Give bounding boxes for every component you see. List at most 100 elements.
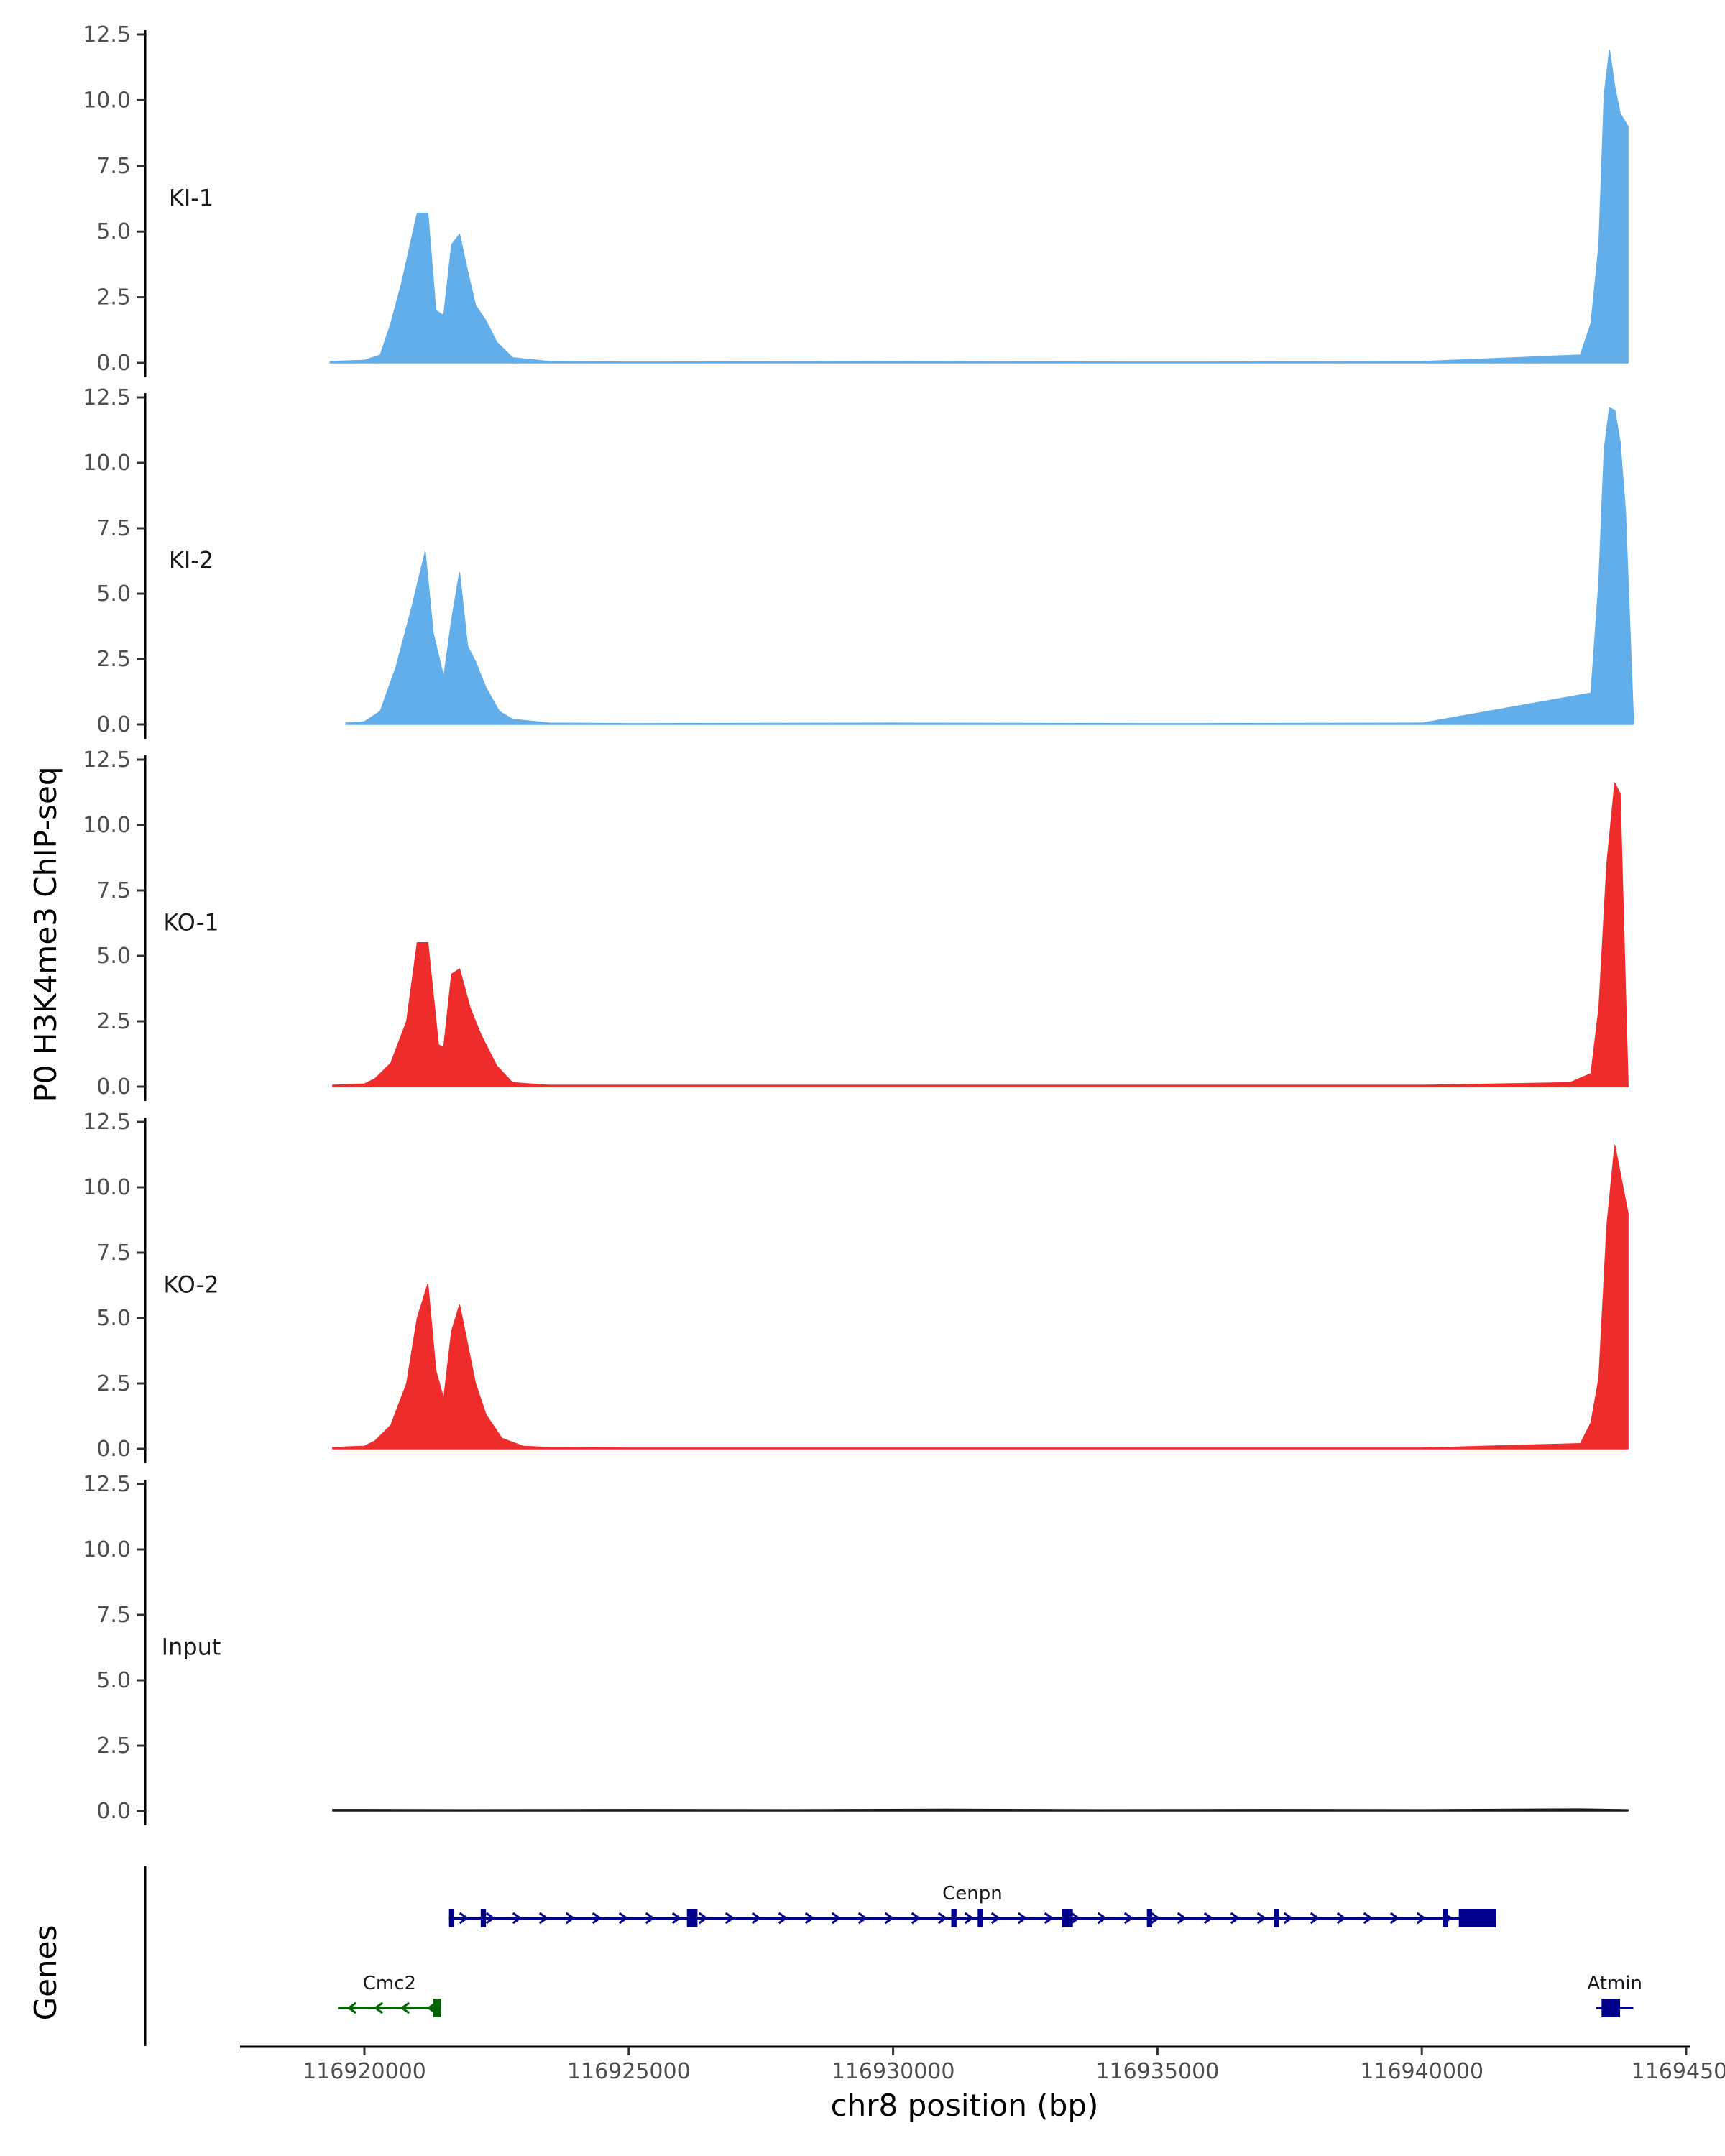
y-tick-label: 0.0: [96, 712, 131, 737]
strand-arrow: [1070, 1912, 1081, 1925]
exon: [1601, 1999, 1621, 2017]
strand-arrow: [1310, 1912, 1320, 1925]
strand-arrow: [645, 1912, 656, 1925]
exon: [686, 1909, 698, 1927]
strand-arrow: [485, 1912, 496, 1925]
y-tick-label: 7.5: [96, 154, 131, 179]
strand-arrow: [1283, 1912, 1294, 1925]
strand-arrow: [1230, 1912, 1241, 1925]
y-tick-label: 0.0: [96, 1437, 131, 1462]
x-axis-title: chr8 position (bp): [831, 2088, 1099, 2123]
signal-area: [332, 783, 1629, 1087]
y-tick-label: 0.0: [96, 1074, 131, 1100]
exon: [1062, 1909, 1073, 1927]
track-label: KI-1: [169, 185, 213, 212]
gene-model: Cmc2: [338, 1973, 441, 2017]
y-tick-label: 10.0: [83, 813, 131, 838]
x-tick-label: 116920000: [303, 2059, 426, 2084]
track-panel: 0.0 2.5 5.0 7.5 10.0 12.5 KO-2: [83, 1110, 1629, 1463]
strand-arrow: [1203, 1912, 1214, 1925]
y-tick-label: 2.5: [96, 647, 131, 672]
strand-arrow: [884, 1912, 895, 1925]
exon: [1443, 1909, 1448, 1927]
y-tick-label: 12.5: [83, 1110, 131, 1135]
strand-arrow: [911, 1912, 921, 1925]
y-tick-label: 7.5: [96, 1240, 131, 1266]
track-panel: 0.0 2.5 5.0 7.5 10.0 12.5 Input: [83, 1472, 1629, 1825]
strand-arrow: [1177, 1912, 1187, 1925]
strand-arrow: [1044, 1912, 1054, 1925]
gene-model: Atmin: [1587, 1973, 1642, 2017]
strand-arrow: [1336, 1912, 1347, 1925]
exon: [978, 1909, 983, 1927]
track-label: KO-2: [163, 1271, 218, 1299]
y-tick-label: 12.5: [83, 1472, 131, 1497]
track-panel: 0.0 2.5 5.0 7.5 10.0 12.5 KO-1: [83, 747, 1629, 1101]
strand-arrow: [1256, 1912, 1267, 1925]
strand-arrow: [618, 1912, 629, 1925]
y-tick-label: 2.5: [96, 285, 131, 310]
x-tick-label: 11694500: [1632, 2059, 1725, 2084]
exon: [951, 1909, 957, 1927]
strand-arrow: [459, 1912, 469, 1925]
y-tick-label: 7.5: [96, 1603, 131, 1628]
strand-arrow: [512, 1912, 523, 1925]
y-tick-label: 5.0: [96, 1306, 131, 1331]
strand-arrow: [1123, 1912, 1134, 1925]
y-tick-label: 0.0: [96, 1799, 131, 1824]
x-tick-label: 116925000: [567, 2059, 691, 2084]
strand-arrow: [1363, 1912, 1374, 1925]
strand-arrow: [400, 2001, 410, 2014]
strand-arrow: [804, 1912, 815, 1925]
strand-arrow: [990, 1912, 1001, 1925]
y-tick-label: 2.5: [96, 1009, 131, 1034]
exon: [480, 1909, 487, 1927]
strand-arrow: [1389, 1912, 1400, 1925]
y-tick-label: 5.0: [96, 1668, 131, 1693]
strand-arrow: [592, 1912, 602, 1925]
y-tick-label: 12.5: [83, 747, 131, 773]
x-tick-label: 116940000: [1360, 2059, 1484, 2084]
y-tick-label: 2.5: [96, 1371, 131, 1396]
signal-area: [329, 50, 1629, 364]
gene-label: Cmc2: [363, 1973, 416, 1994]
track-label: Input: [162, 1634, 221, 1661]
y-tick-label: 10.0: [83, 1175, 131, 1200]
track-label: KO-1: [163, 909, 218, 936]
strand-arrow: [1017, 1912, 1028, 1925]
exon: [433, 1999, 441, 2017]
x-tick-label: 116930000: [832, 2059, 955, 2084]
strand-arrow: [831, 1912, 842, 1925]
y-tick-label: 7.5: [96, 878, 131, 903]
gene-label: Cenpn: [942, 1883, 1003, 1904]
strand-arrow: [671, 1912, 682, 1925]
exon: [1146, 1909, 1153, 1927]
track-panel: 0.0 2.5 5.0 7.5 10.0 12.5 KI-2: [83, 385, 1634, 739]
y-tick-label: 0.0: [96, 351, 131, 376]
genes-axis-title: Genes: [28, 1925, 63, 2021]
strand-arrow: [937, 1912, 948, 1925]
strand-arrow: [751, 1912, 762, 1925]
x-tick-label: 116935000: [1096, 2059, 1220, 2084]
x-axis: 116920000 116925000 116930000 116935000 1169…: [240, 2045, 1725, 2084]
gene-label: Atmin: [1587, 1973, 1642, 1994]
exon: [1458, 1909, 1496, 1927]
strand-arrow: [778, 1912, 788, 1925]
strand-arrow: [373, 2001, 384, 2014]
y-tick-label: 10.0: [83, 1537, 131, 1562]
y-tick-label: 12.5: [83, 22, 131, 47]
gene-model: Cenpn: [448, 1883, 1496, 1927]
strand-arrow: [964, 1912, 975, 1925]
y-tick-label: 10.0: [83, 88, 131, 113]
strand-arrow: [698, 1912, 709, 1925]
y-tick-label: 10.0: [83, 451, 131, 476]
y-tick-label: 12.5: [83, 385, 131, 410]
strand-arrow: [1097, 1912, 1108, 1925]
exon: [448, 1909, 455, 1927]
gene-annotation-track: Cenpn Cmc2 Atmin: [144, 1866, 1642, 2046]
y-tick-label: 5.0: [96, 944, 131, 969]
y-tick-label: 5.0: [96, 219, 131, 244]
signal-tracks: 0.0 2.5 5.0 7.5 10.0 12.5 KI-1 0.0 2.5 5.0 7.5 10.0…: [83, 22, 1634, 1825]
track-label: KI-2: [169, 547, 213, 574]
signal-area: [345, 407, 1634, 725]
